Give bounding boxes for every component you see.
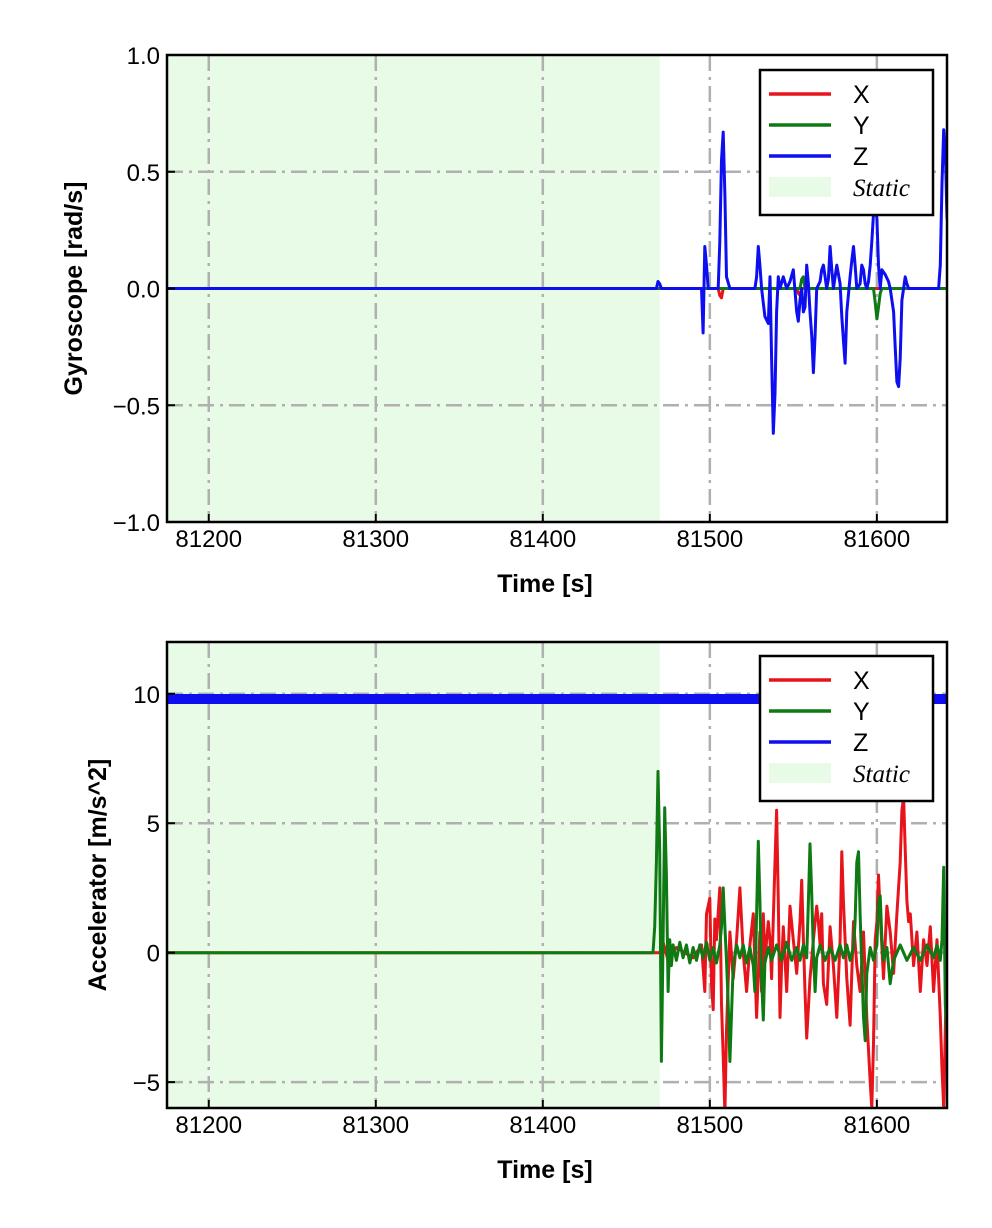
static-span [167, 642, 660, 1108]
y-axis-label: Gyroscope [rad/s] [60, 182, 88, 396]
x-tick-label: 81200 [175, 526, 242, 553]
x-tick-label: 81600 [843, 1112, 910, 1139]
legend-label-y: Y [853, 698, 870, 726]
legend: XYZ Static [758, 654, 935, 803]
legend: XYZ Static [758, 68, 935, 217]
y-tick-label: −1.0 [113, 510, 160, 537]
x-tick-label: 81200 [175, 1112, 242, 1139]
y-tick-label: 0.0 [127, 277, 160, 304]
y-tick-label: 0 [147, 941, 160, 968]
x-axis-label: Time [s] [497, 1156, 592, 1184]
axes-frame [165, 640, 949, 1110]
legend-label-z: Z [853, 729, 868, 757]
accelerator-chart: 81200 81300 81400 81500 81600 −5 0 5 10 Time [s] A… [84, 640, 949, 1184]
series-line-z [167, 128, 947, 435]
x-tick-label: 81400 [509, 1112, 576, 1139]
legend-swatch-static [769, 177, 831, 197]
legend-label-static: Static [853, 761, 910, 788]
series-group [167, 128, 947, 435]
legend-label-z: Z [853, 143, 868, 171]
x-axis-label: Time [s] [497, 570, 592, 598]
series-line-y [167, 275, 947, 321]
gyroscope-chart: 81200 81300 81400 81500 81600 −1.0 −0.5 0.0 0.5 1… [60, 43, 949, 598]
x-tick-label: 81600 [843, 526, 910, 553]
x-tick-label: 81500 [676, 526, 743, 553]
legend-label-x: X [853, 667, 870, 695]
legend-label-static: Static [853, 175, 910, 202]
y-tick-label: 0.5 [127, 160, 160, 187]
x-tick-label: 81300 [342, 1112, 409, 1139]
legend-label-y: Y [853, 112, 870, 140]
x-tick-label: 81400 [509, 526, 576, 553]
x-tick-label: 81500 [676, 1112, 743, 1139]
x-tick-label: 81300 [342, 526, 409, 553]
y-axis-label: Accelerator [m/s^2] [84, 759, 112, 992]
y-tick-label: 10 [133, 682, 160, 709]
series-line-y [167, 769, 947, 1063]
y-tick-label: 1.0 [127, 43, 160, 70]
legend-swatch-static [769, 763, 831, 783]
y-tick-label: −5 [133, 1070, 160, 1097]
y-tick-label: −0.5 [113, 393, 160, 420]
y-tick-label: 5 [147, 811, 160, 838]
legend-label-x: X [853, 81, 870, 109]
